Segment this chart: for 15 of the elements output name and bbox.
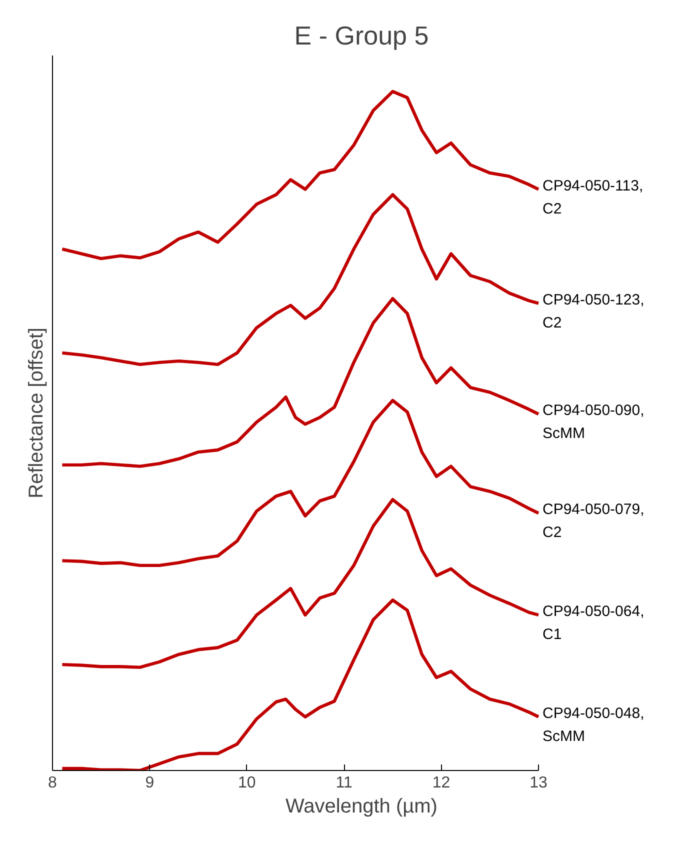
x-tick-label: 10: [238, 774, 256, 792]
series-label: CP94-050-113, C2: [542, 177, 644, 218]
series-label: CP94-050-090, ScMM: [542, 402, 644, 442]
series-label: CP94-050-048, ScMM: [542, 704, 644, 745]
x-tick-label: 9: [145, 774, 154, 792]
chart-title: E - Group 5: [294, 20, 429, 50]
x-tick-label: 12: [432, 774, 450, 792]
x-tick-label: 11: [336, 774, 353, 792]
y-axis-title: Reflectance [offset]: [26, 328, 48, 498]
series-label: CP94-050-123, C2: [542, 291, 644, 332]
x-tick-label: 13: [530, 774, 548, 792]
x-axis-title: Wavelength (µm): [286, 796, 438, 818]
series-label: CP94-050-064, C1: [542, 603, 644, 644]
x-tick-label: 8: [48, 774, 58, 792]
series-label: CP94-050-079, C2: [542, 501, 644, 542]
